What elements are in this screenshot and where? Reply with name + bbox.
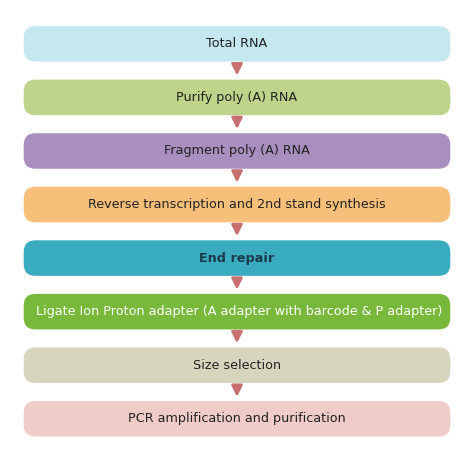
FancyBboxPatch shape [24, 133, 450, 169]
Text: Fragment poly (A) RNA: Fragment poly (A) RNA [164, 145, 310, 157]
Text: End repair: End repair [200, 252, 274, 264]
FancyBboxPatch shape [24, 187, 450, 222]
Text: PCR amplification and purification: PCR amplification and purification [128, 412, 346, 425]
FancyBboxPatch shape [24, 80, 450, 115]
FancyBboxPatch shape [24, 26, 450, 62]
Text: Reverse transcription and 2nd stand synthesis: Reverse transcription and 2nd stand synt… [88, 198, 386, 211]
FancyBboxPatch shape [24, 347, 450, 383]
Text: Ligate Ion Proton adapter (A adapter with barcode & P adapter): Ligate Ion Proton adapter (A adapter wit… [36, 305, 442, 318]
FancyBboxPatch shape [24, 294, 450, 329]
Text: Purify poly (A) RNA: Purify poly (A) RNA [176, 91, 298, 104]
FancyBboxPatch shape [24, 401, 450, 437]
FancyBboxPatch shape [24, 240, 450, 276]
Text: Total RNA: Total RNA [206, 37, 268, 50]
Text: Size selection: Size selection [193, 359, 281, 372]
